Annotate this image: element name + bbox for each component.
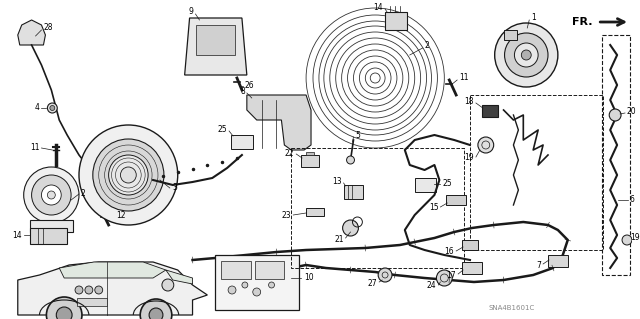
Polygon shape (18, 20, 45, 45)
Text: 28: 28 (44, 24, 53, 33)
Circle shape (95, 286, 102, 294)
Text: 12: 12 (116, 211, 126, 219)
Text: SNA4B1601C: SNA4B1601C (489, 305, 535, 311)
Circle shape (515, 43, 538, 67)
Bar (221, 261, 251, 279)
Bar (215, 255, 299, 310)
Circle shape (495, 23, 558, 87)
Text: 27: 27 (367, 278, 377, 287)
Text: 3: 3 (173, 183, 178, 192)
Polygon shape (185, 18, 247, 75)
Text: 19: 19 (464, 153, 474, 162)
Bar (344, 185, 364, 199)
Circle shape (149, 308, 163, 319)
Circle shape (140, 299, 172, 319)
Bar (504, 30, 517, 40)
Text: 21: 21 (334, 235, 344, 244)
Text: 15: 15 (429, 204, 438, 212)
Bar (291, 148, 464, 268)
Polygon shape (247, 95, 311, 150)
Circle shape (342, 220, 358, 236)
Circle shape (31, 175, 71, 215)
Text: 18: 18 (465, 98, 474, 107)
Bar (306, 152, 314, 155)
Circle shape (504, 33, 548, 77)
Bar (29, 228, 67, 244)
Text: 2: 2 (424, 41, 429, 49)
Bar (602, 35, 630, 275)
Circle shape (478, 137, 493, 153)
Bar (77, 298, 107, 306)
Text: 2: 2 (81, 189, 86, 198)
Text: 20: 20 (627, 108, 637, 116)
Circle shape (253, 288, 260, 296)
Bar (415, 178, 436, 192)
Text: 6: 6 (630, 196, 635, 204)
Text: 23: 23 (282, 211, 291, 219)
Bar (462, 262, 482, 274)
Circle shape (93, 139, 164, 211)
Circle shape (347, 156, 355, 164)
Text: 11: 11 (30, 144, 40, 152)
Circle shape (42, 185, 61, 205)
Circle shape (50, 106, 55, 110)
Circle shape (75, 286, 83, 294)
Circle shape (609, 109, 621, 121)
Circle shape (269, 282, 275, 288)
Text: 22: 22 (285, 149, 294, 158)
Bar (482, 105, 498, 117)
Bar (306, 208, 324, 216)
Bar (231, 135, 253, 149)
Circle shape (56, 307, 72, 319)
Text: 26: 26 (245, 80, 255, 90)
Text: FR.: FR. (572, 17, 593, 27)
Circle shape (47, 103, 57, 113)
Bar (385, 12, 407, 30)
Bar (255, 261, 284, 279)
Bar (195, 25, 235, 55)
Circle shape (242, 282, 248, 288)
Text: 14: 14 (374, 4, 383, 12)
Circle shape (228, 286, 236, 294)
Bar (301, 155, 319, 167)
Circle shape (120, 167, 136, 183)
Text: 9: 9 (189, 8, 193, 17)
Circle shape (622, 235, 632, 245)
Polygon shape (60, 262, 166, 278)
Bar (29, 220, 73, 232)
Circle shape (47, 297, 82, 319)
Polygon shape (18, 262, 207, 315)
Circle shape (522, 50, 531, 60)
Text: 13: 13 (332, 177, 342, 187)
Circle shape (47, 191, 55, 199)
Text: 5: 5 (355, 130, 360, 139)
Bar (462, 240, 478, 250)
Text: 4: 4 (35, 103, 40, 113)
Bar (548, 255, 568, 267)
Text: 1: 1 (531, 13, 536, 23)
Circle shape (79, 125, 178, 225)
Text: 17: 17 (447, 271, 456, 279)
Bar (446, 195, 466, 205)
Circle shape (109, 155, 148, 195)
Text: 25: 25 (442, 179, 452, 188)
Text: 11: 11 (459, 73, 468, 83)
Text: 10: 10 (304, 273, 314, 283)
Text: 16: 16 (445, 248, 454, 256)
Circle shape (162, 279, 174, 291)
Text: 25: 25 (218, 125, 227, 135)
Bar (470, 95, 604, 250)
Text: 8: 8 (240, 87, 245, 97)
Circle shape (24, 167, 79, 223)
Text: 7: 7 (536, 261, 541, 270)
Circle shape (378, 268, 392, 282)
Text: 14: 14 (12, 231, 22, 240)
Polygon shape (166, 270, 193, 284)
Circle shape (85, 286, 93, 294)
Text: 19: 19 (630, 234, 639, 242)
Text: 24: 24 (427, 281, 436, 291)
Circle shape (436, 270, 452, 286)
